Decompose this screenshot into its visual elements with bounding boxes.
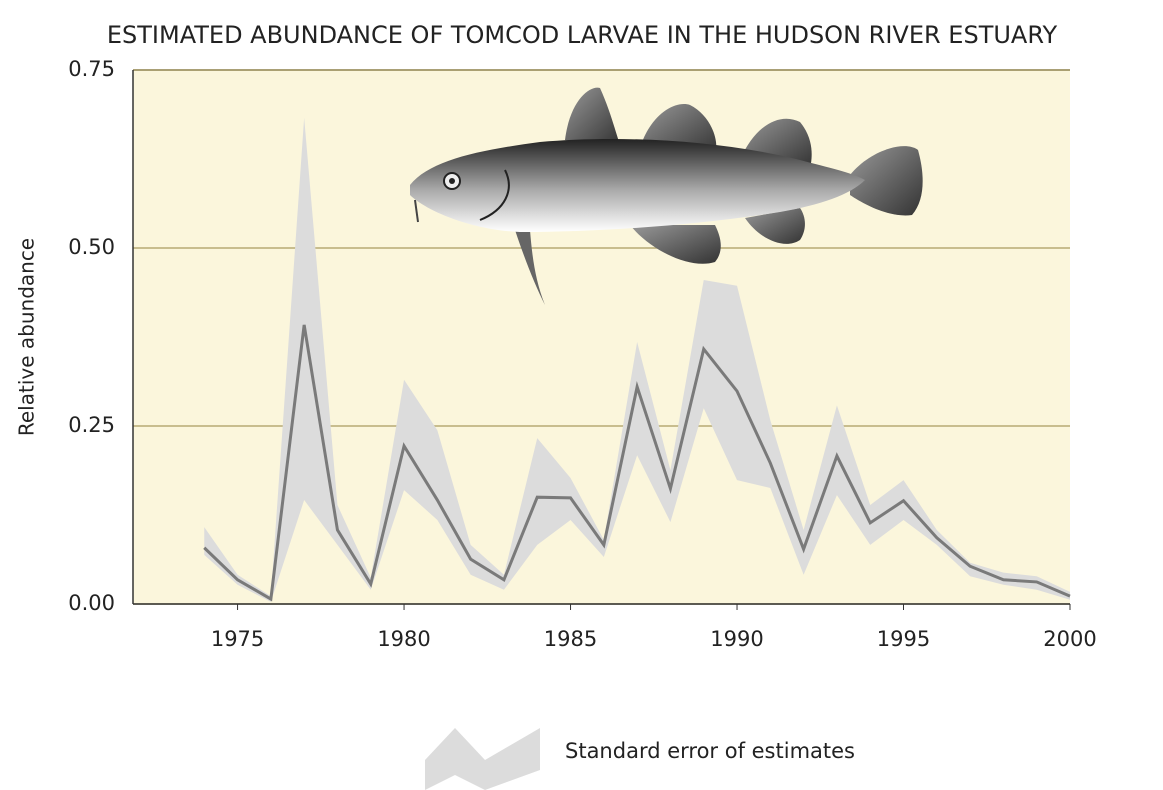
y-tick-label: 0.75 — [68, 57, 115, 81]
y-tick-label: 0.25 — [68, 413, 115, 437]
chart-title: ESTIMATED ABUNDANCE OF TOMCOD LARVAE IN … — [107, 21, 1058, 49]
y-tick-label: 0.00 — [68, 591, 115, 615]
x-tick-label: 1990 — [710, 627, 763, 651]
x-tick-label: 1980 — [377, 627, 430, 651]
chart: ESTIMATED ABUNDANCE OF TOMCOD LARVAE IN … — [0, 0, 1163, 790]
x-tick-label: 2000 — [1043, 627, 1096, 651]
legend-swatch — [425, 728, 540, 790]
x-tick-label: 1995 — [877, 627, 930, 651]
y-tick-label: 0.50 — [68, 235, 115, 259]
y-axis-label: Relative abundance — [15, 238, 39, 436]
x-tick-label: 1985 — [544, 627, 597, 651]
legend-label: Standard error of estimates — [565, 739, 855, 763]
x-tick-label: 1975 — [211, 627, 264, 651]
